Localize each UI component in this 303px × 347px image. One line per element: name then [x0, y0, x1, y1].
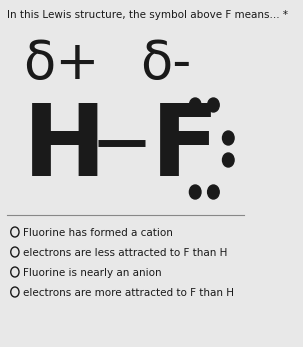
- Circle shape: [208, 185, 219, 199]
- Circle shape: [222, 153, 234, 167]
- Circle shape: [189, 98, 201, 112]
- Text: electrons are more attracted to F than H: electrons are more attracted to F than H: [23, 288, 234, 298]
- Circle shape: [208, 98, 219, 112]
- Text: Fluorine is nearly an anion: Fluorine is nearly an anion: [23, 268, 162, 278]
- Text: H: H: [23, 100, 107, 197]
- Circle shape: [189, 185, 201, 199]
- Text: δ+: δ+: [23, 38, 100, 90]
- Text: electrons are less attracted to F than H: electrons are less attracted to F than H: [23, 248, 228, 258]
- Text: In this Lewis structure, the symbol above F means... *: In this Lewis structure, the symbol abov…: [7, 10, 288, 20]
- Text: F: F: [152, 100, 220, 197]
- Text: Fluorine has formed a cation: Fluorine has formed a cation: [23, 228, 173, 238]
- Circle shape: [222, 131, 234, 145]
- Text: δ-: δ-: [141, 38, 192, 90]
